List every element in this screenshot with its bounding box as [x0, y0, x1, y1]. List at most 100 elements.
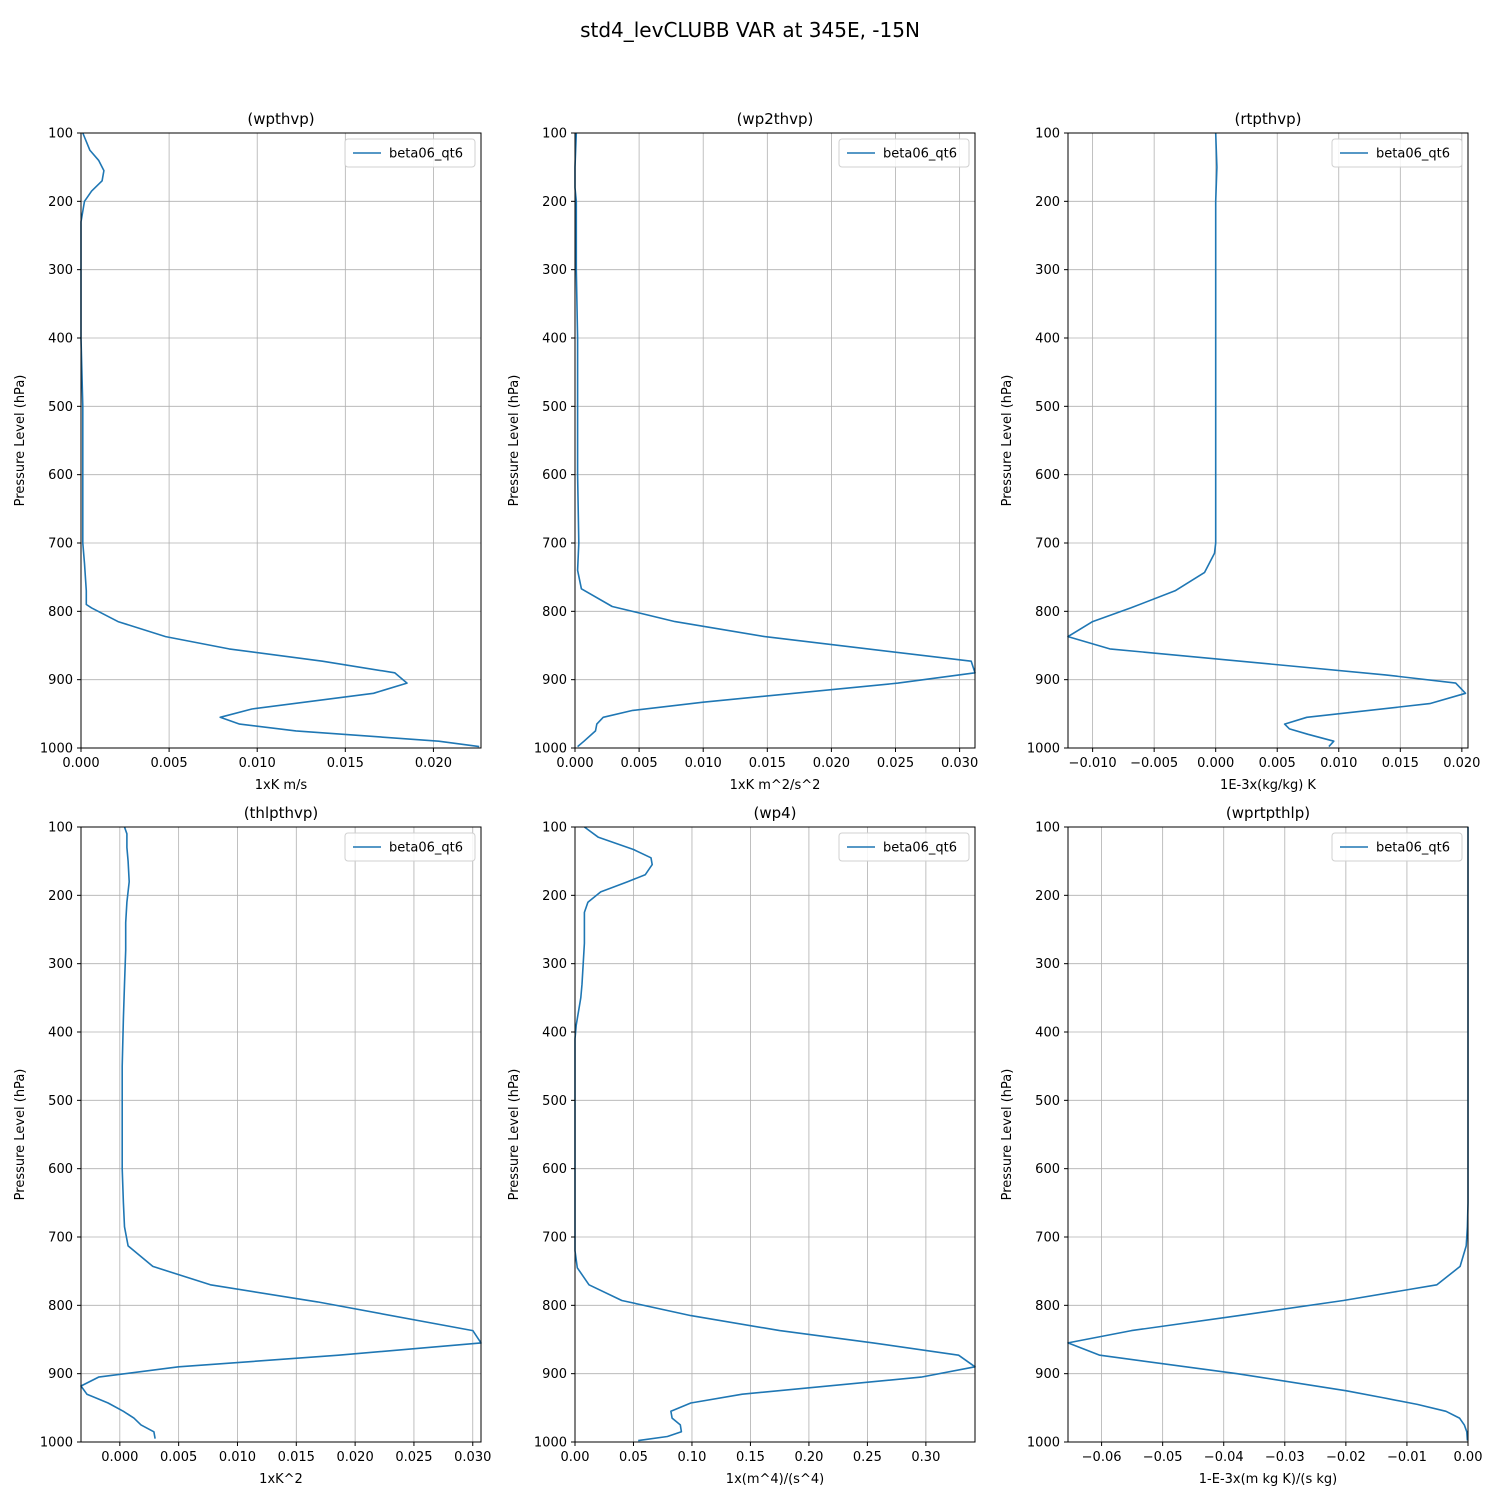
y-tick-label: 700: [542, 1231, 567, 1246]
x-tick-label: 0.010: [239, 756, 276, 771]
series-line-1: [574, 132, 976, 748]
y-tick-label: 200: [48, 889, 73, 904]
legend-label: beta06_qt6: [1376, 841, 1450, 856]
x-axis-label: 1-E-3x(m kg K)/(s kg): [1199, 1472, 1337, 1487]
x-tick-label: 0.30: [911, 1450, 940, 1465]
y-tick-label: 800: [542, 605, 567, 620]
x-tick-label: 0.00: [1454, 1450, 1483, 1465]
y-tick-label: 100: [1035, 127, 1060, 142]
y-tick-label: 700: [48, 537, 73, 552]
series-line-1: [574, 826, 976, 1442]
y-tick-label: 700: [48, 1231, 73, 1246]
y-tick-label: 600: [48, 468, 73, 483]
legend-box: [344, 138, 476, 168]
legend-label: beta06_qt6: [389, 147, 463, 162]
subplot-4: (thlpthvp) 0.000 0.005 0.010 0.015 0.020 0.025…: [13, 804, 491, 1487]
y-tick-label: 300: [542, 957, 567, 972]
x-tick-label: 0.020: [1443, 756, 1480, 771]
y-tick-label: 300: [48, 957, 73, 972]
x-tick-label: 0.015: [327, 756, 364, 771]
x-tick-label: 0.005: [160, 1450, 197, 1465]
y-tick-label: 500: [542, 1094, 567, 1109]
y-tick-label: 300: [1035, 263, 1060, 278]
x-tick-label: 0.015: [749, 756, 786, 771]
legend-box: [1331, 138, 1463, 168]
series-line-1: [80, 132, 480, 748]
x-tick-label: 0.015: [278, 1450, 315, 1465]
legend-box: [344, 832, 476, 862]
y-tick-label: 200: [1035, 195, 1060, 210]
y-tick-label: 100: [1035, 821, 1060, 836]
x-tick-label: −0.04: [1204, 1450, 1244, 1465]
y-tick-label: 300: [48, 263, 73, 278]
legend-label: beta06_qt6: [883, 841, 957, 856]
subplot-3: (rtpthvp) −0.010 −0.005 0.000 0.005 0.010 0.01…: [1000, 110, 1480, 793]
x-tick-label: 0.025: [395, 1450, 432, 1465]
x-tick-label: 0.005: [150, 756, 187, 771]
subplot-grid: (wpthvp) 0.000 0.005 0.010 0.015 0.020 100 200 3…: [13, 110, 1482, 1487]
y-tick-label: 900: [48, 1367, 73, 1382]
y-tick-label: 600: [1035, 468, 1060, 483]
x-tick-label: 0.00: [561, 1450, 590, 1465]
series-line-1: [1067, 827, 1469, 1441]
y-tick-label: 100: [48, 127, 73, 142]
y-tick-label: 100: [542, 821, 567, 836]
figure-title: std4_levCLUBB VAR at 345E, -15N: [580, 18, 920, 42]
axes-frame: [80, 826, 482, 1443]
subplot-6: (wprtpthlp) −0.06 −0.05 −0.04 −0.03 −0.02 −0.0…: [1000, 804, 1482, 1487]
y-tick-label: 700: [542, 537, 567, 552]
y-tick-label: 600: [542, 1162, 567, 1177]
legend-label: beta06_qt6: [389, 841, 463, 856]
y-tick-label: 900: [542, 1367, 567, 1382]
y-tick-label: 500: [48, 400, 73, 415]
y-tick-label: 900: [1035, 1367, 1060, 1382]
y-tick-label: 500: [1035, 1094, 1060, 1109]
y-axis-label: Pressure Level (hPa): [1000, 1069, 1015, 1201]
x-tick-label: −0.03: [1265, 1450, 1305, 1465]
subplot-1: (wpthvp) 0.000 0.005 0.010 0.015 0.020 100 200 3…: [13, 110, 482, 793]
legend: beta06_qt6: [344, 138, 476, 168]
x-tick-label: 0.15: [736, 1450, 765, 1465]
x-tick-label: 0.010: [685, 756, 722, 771]
axes-frame: [1067, 826, 1469, 1443]
y-tick-label: 1000: [534, 1436, 567, 1451]
legend-box: [1331, 832, 1463, 862]
legend-box: [838, 832, 970, 862]
subplot-title: (rtpthvp): [1234, 110, 1301, 128]
x-tick-label: 0.010: [219, 1450, 256, 1465]
x-tick-label: 0.030: [941, 756, 978, 771]
y-axis-label: Pressure Level (hPa): [507, 1069, 522, 1201]
legend-label: beta06_qt6: [883, 147, 957, 162]
axes-frame: [574, 826, 976, 1443]
x-tick-label: 0.005: [620, 756, 657, 771]
x-axis-label: 1xK^2: [259, 1472, 303, 1487]
x-tick-label: 0.030: [454, 1450, 491, 1465]
y-tick-label: 100: [48, 821, 73, 836]
subplot-title: (wp2thvp): [737, 110, 814, 128]
y-tick-label: 800: [542, 1299, 567, 1314]
axes-frame: [574, 132, 976, 749]
x-tick-label: −0.010: [1069, 756, 1117, 771]
x-tick-label: 0.10: [677, 1450, 706, 1465]
x-tick-label: 0.020: [415, 756, 452, 771]
x-tick-label: 0.025: [877, 756, 914, 771]
x-tick-label: 0.000: [556, 756, 593, 771]
y-tick-label: 200: [1035, 889, 1060, 904]
x-tick-label: 0.000: [62, 756, 99, 771]
subplot-5: (wp4) 0.00 0.05 0.10 0.15 0.20 0.25 0.30 100 200 3…: [507, 804, 976, 1487]
legend-box: [838, 138, 970, 168]
y-tick-label: 900: [542, 673, 567, 688]
legend: beta06_qt6: [838, 138, 970, 168]
y-tick-label: 700: [1035, 537, 1060, 552]
y-tick-label: 300: [542, 263, 567, 278]
y-tick-label: 500: [48, 1094, 73, 1109]
y-tick-label: 600: [48, 1162, 73, 1177]
y-tick-label: 100: [542, 127, 567, 142]
y-axis-label: Pressure Level (hPa): [507, 375, 522, 507]
y-tick-label: 500: [542, 400, 567, 415]
x-tick-label: 0.005: [1259, 756, 1296, 771]
y-tick-label: 900: [1035, 673, 1060, 688]
y-tick-label: 200: [48, 195, 73, 210]
y-tick-label: 400: [1035, 1026, 1060, 1041]
y-tick-label: 1000: [1027, 742, 1060, 757]
